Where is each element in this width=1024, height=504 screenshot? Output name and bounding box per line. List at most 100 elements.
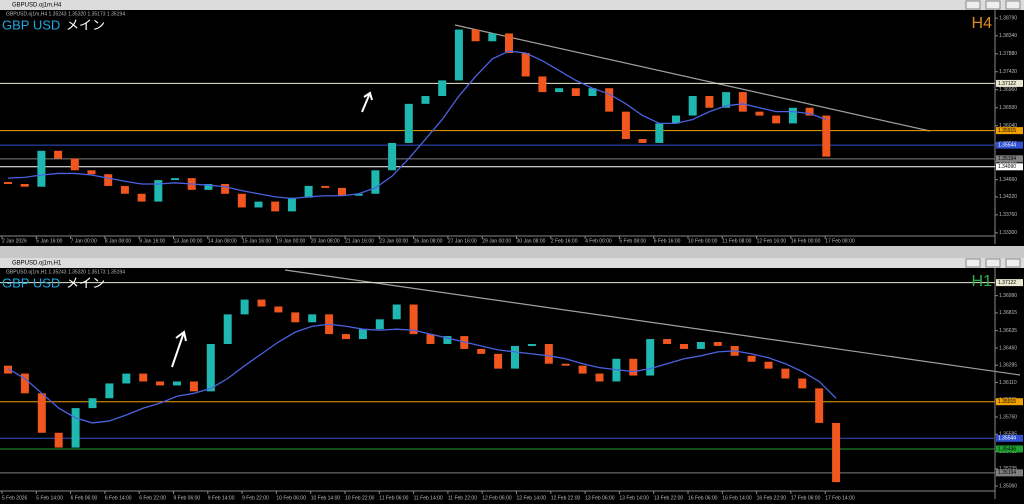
candle xyxy=(104,174,113,186)
candle xyxy=(772,115,781,124)
close-button[interactable] xyxy=(1005,258,1021,268)
candle xyxy=(494,353,503,369)
x-tick-label: 12 Feb 14:00 xyxy=(517,495,547,501)
x-tick-label: 5 Feb 14:00 xyxy=(36,495,63,501)
chart-area xyxy=(0,268,1024,504)
candle xyxy=(254,201,263,208)
candle xyxy=(688,96,697,116)
x-tick-label: 16 Feb 06:00 xyxy=(688,495,718,501)
candle xyxy=(37,150,46,187)
moving-average xyxy=(7,323,837,424)
x-tick-label: 5 Feb 08:00 xyxy=(619,238,646,244)
trend-line xyxy=(284,269,1021,376)
candle xyxy=(471,29,480,42)
candle xyxy=(156,381,165,386)
price-tag-label: 1.35915 xyxy=(998,128,1016,134)
price-tag xyxy=(996,155,1023,163)
x-tick-label: 16 Feb 00:00 xyxy=(791,238,821,244)
x-tick-label: 10 Feb 14:00 xyxy=(311,495,341,501)
candle xyxy=(257,299,266,307)
window-title: GBPUSD.oj1m,H4 xyxy=(12,3,62,9)
candle xyxy=(204,183,213,190)
candle xyxy=(338,187,346,196)
y-tick-label: 1.36110 xyxy=(999,380,1017,386)
candle xyxy=(71,408,80,448)
y-tick-label: 1.35585 xyxy=(999,432,1017,438)
candle xyxy=(815,388,824,423)
x-tick-label: 11 Feb 08:00 xyxy=(722,238,751,244)
y-tick-label: 1.36460 xyxy=(999,345,1017,351)
candle xyxy=(291,312,300,323)
candle xyxy=(223,314,232,344)
y-tick-label: 1.36990 xyxy=(999,293,1017,299)
candle xyxy=(595,373,604,382)
candle xyxy=(70,158,79,171)
candle xyxy=(621,111,630,140)
maximize-button[interactable] xyxy=(985,0,1001,10)
price-tag xyxy=(996,79,1023,87)
candle xyxy=(54,150,63,159)
candle xyxy=(571,88,580,97)
chart-info: GBPUSD.oj1m,H4 1.35243 1.35320 1.35173 1… xyxy=(6,11,125,17)
trend-line xyxy=(454,24,931,132)
candle xyxy=(240,299,249,315)
candle xyxy=(37,393,46,433)
candle xyxy=(764,361,773,369)
candle xyxy=(555,88,564,93)
candle xyxy=(605,88,614,112)
candle xyxy=(171,178,179,181)
candle xyxy=(544,343,553,364)
candle xyxy=(308,314,317,323)
candle xyxy=(722,92,731,108)
candle xyxy=(781,368,790,379)
candle xyxy=(588,88,597,97)
candle xyxy=(443,336,452,344)
title-bar[interactable] xyxy=(0,0,1024,10)
candle xyxy=(304,185,313,198)
candle xyxy=(629,358,638,376)
minimize-button[interactable] xyxy=(965,0,981,10)
x-tick-label: 21 Jan 16:00 xyxy=(345,238,374,244)
candle xyxy=(375,319,384,330)
candle xyxy=(696,342,705,349)
price-tag xyxy=(996,398,1023,406)
x-tick-label: 9 Feb 22:00 xyxy=(242,495,269,501)
minimize-button[interactable] xyxy=(965,258,981,268)
candle xyxy=(426,334,435,344)
y-tick-label: 1.33760 xyxy=(999,212,1017,218)
x-tick-label: 5 Feb 2026 xyxy=(2,495,28,501)
candle xyxy=(392,304,401,320)
y-tick-label: 1.37880 xyxy=(999,51,1017,57)
price-tag-label: 1.37122 xyxy=(998,280,1016,286)
maximize-button[interactable] xyxy=(985,258,1001,268)
candle xyxy=(274,306,283,313)
candle xyxy=(105,383,114,399)
candle xyxy=(477,348,486,354)
timeframe: H1 xyxy=(972,273,993,290)
close-button[interactable] xyxy=(1005,0,1021,10)
candle xyxy=(120,185,129,194)
candle xyxy=(832,422,841,483)
price-tag xyxy=(996,279,1023,287)
x-tick-label: 17 Feb 14:00 xyxy=(825,495,855,501)
x-tick-label: 10 Feb 06:00 xyxy=(276,495,306,501)
x-tick-label: 7 Jan 00:00 xyxy=(71,238,97,244)
x-tick-label: 10 Feb 22:00 xyxy=(345,495,375,501)
candle xyxy=(788,107,797,124)
candle xyxy=(358,329,367,340)
candle xyxy=(738,92,747,112)
x-tick-label: 12 Feb 22:00 xyxy=(551,495,581,501)
x-tick-label: 19 Jan 00:00 xyxy=(276,238,305,244)
title-bar[interactable] xyxy=(0,258,1024,268)
chart-label: メイン xyxy=(66,275,105,290)
candle xyxy=(561,363,570,366)
candle xyxy=(527,343,536,346)
x-tick-label: 10 Feb 00:00 xyxy=(688,238,718,244)
candle xyxy=(237,193,246,208)
candle xyxy=(655,123,664,143)
price-tag xyxy=(996,434,1023,442)
price-tag-label: 1.34990 xyxy=(998,164,1016,170)
x-tick-label: 17 Feb 06:00 xyxy=(791,495,821,501)
